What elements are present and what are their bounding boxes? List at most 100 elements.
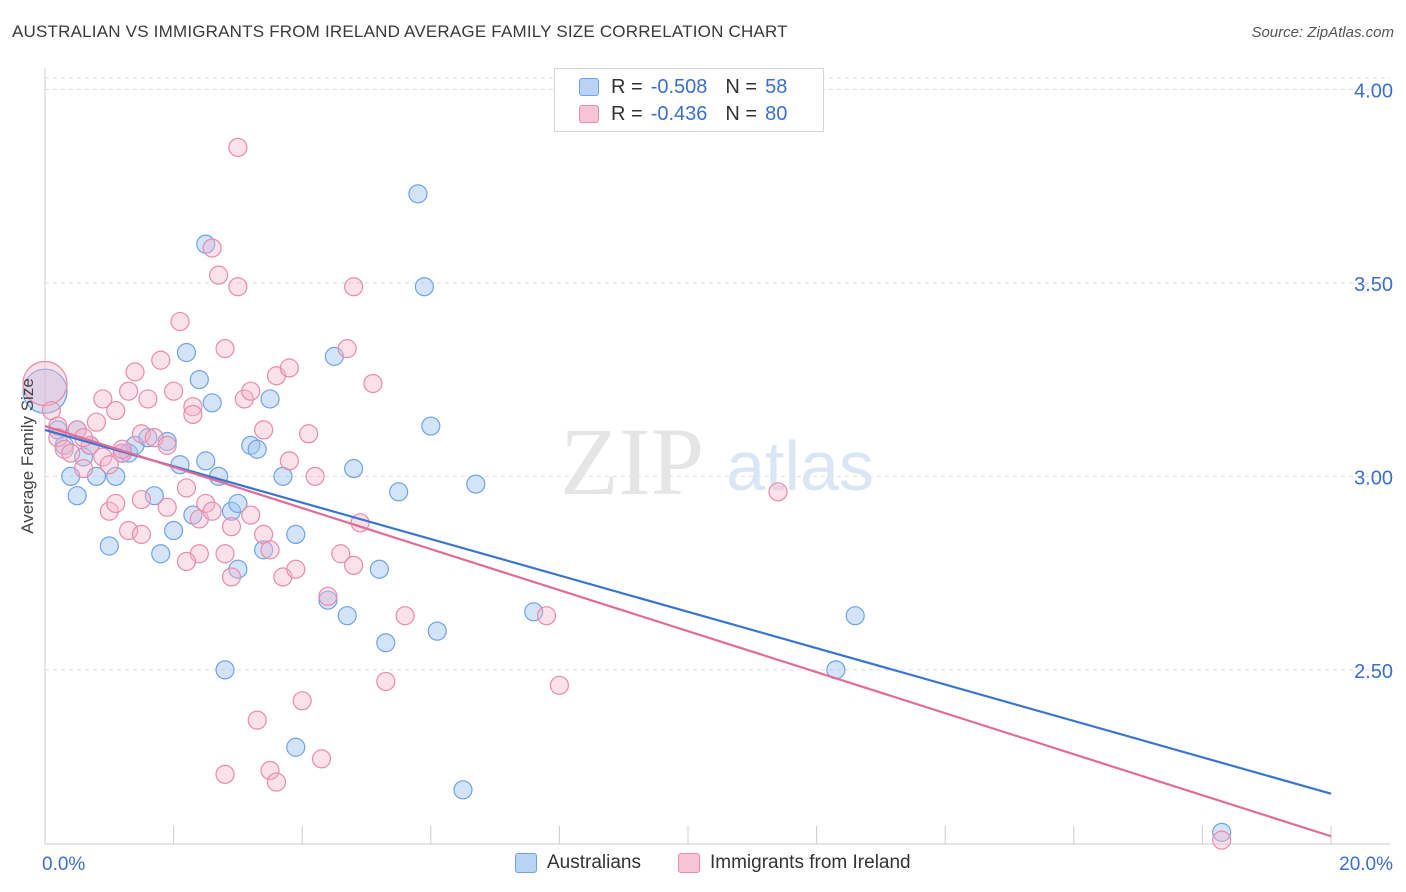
bottom-legend-label-ireland: Immigrants from Ireland xyxy=(710,852,911,873)
point-australians xyxy=(286,524,306,545)
point-ireland xyxy=(286,559,306,579)
point-ireland xyxy=(164,381,184,401)
point-australians xyxy=(73,447,94,467)
point-ireland xyxy=(131,489,152,510)
point-ireland xyxy=(125,362,145,382)
point-ireland xyxy=(73,459,94,479)
legend-n-label: N = xyxy=(725,75,758,98)
point-ireland xyxy=(344,277,364,297)
axes xyxy=(44,68,1390,845)
point-ireland xyxy=(1212,830,1232,850)
x-tick-label-max: 20.0% xyxy=(1339,854,1393,875)
point-ireland xyxy=(260,760,280,781)
point-australians xyxy=(228,493,248,514)
point-ireland xyxy=(254,420,274,440)
point-ireland xyxy=(331,544,351,564)
legend-r-value: -0.436 xyxy=(650,102,708,125)
point-ireland xyxy=(157,497,177,517)
point-australians xyxy=(215,660,235,680)
point-ireland xyxy=(183,397,203,417)
point-australians xyxy=(389,482,409,502)
point-australians xyxy=(221,501,242,521)
point-ireland xyxy=(318,586,338,606)
point-ireland xyxy=(292,691,312,711)
point-australians xyxy=(228,559,248,579)
point-ireland xyxy=(299,424,319,444)
point-ireland xyxy=(215,544,235,564)
point-ireland xyxy=(247,710,267,730)
point-ireland xyxy=(395,606,415,626)
point-australians xyxy=(845,606,865,626)
point-ireland xyxy=(99,455,119,475)
point-australians xyxy=(176,342,197,363)
bottom-legend-swatch-australians xyxy=(515,853,537,873)
trend-line-ireland xyxy=(44,424,1332,838)
bottom-legend-label-australians: Australians xyxy=(547,852,641,873)
point-ireland xyxy=(196,493,216,514)
point-australians xyxy=(254,540,274,560)
point-ireland xyxy=(157,435,177,455)
point-ireland xyxy=(311,749,332,769)
point-ireland xyxy=(131,424,152,444)
point-australians xyxy=(106,466,126,486)
point-ireland xyxy=(22,360,68,407)
legend-r-label: R = xyxy=(611,75,643,98)
bottom-legend-australians: Australians xyxy=(515,852,641,874)
point-australians xyxy=(164,520,184,541)
point-ireland xyxy=(215,764,235,784)
point-ireland xyxy=(86,412,107,432)
point-ireland xyxy=(536,606,557,626)
point-australians xyxy=(151,544,171,564)
legend-swatch-ireland xyxy=(579,105,599,123)
point-australians xyxy=(453,780,473,800)
bottom-legend-swatch-ireland xyxy=(678,853,700,873)
point-ireland xyxy=(279,451,299,471)
point-australians xyxy=(337,606,357,626)
point-australians xyxy=(524,602,544,622)
point-ireland xyxy=(176,551,197,572)
point-ireland xyxy=(61,443,81,463)
point-australians xyxy=(260,389,280,409)
point-australians xyxy=(421,416,441,436)
point-australians xyxy=(99,536,119,556)
point-australians xyxy=(67,486,87,506)
chart-source: Source: ZipAtlas.com xyxy=(1251,24,1394,41)
point-australians xyxy=(286,737,306,757)
point-australians xyxy=(247,439,267,459)
point-ireland xyxy=(106,493,126,514)
point-ireland xyxy=(337,339,357,359)
point-ireland xyxy=(93,447,113,467)
point-australians xyxy=(414,277,434,297)
point-ireland xyxy=(241,505,261,525)
y-tick-label: 3.50 xyxy=(1354,274,1393,296)
point-australians xyxy=(376,633,396,653)
point-australians xyxy=(144,486,164,506)
point-australians xyxy=(344,459,364,479)
point-australians xyxy=(202,393,222,413)
point-ireland xyxy=(131,524,152,545)
point-ireland xyxy=(768,482,788,502)
watermark-zip: ZIP xyxy=(560,408,704,515)
legend-r-value: -0.508 xyxy=(650,75,708,98)
legend-n-label: N = xyxy=(725,102,758,125)
point-ireland xyxy=(215,339,235,359)
point-ireland xyxy=(221,567,242,587)
point-ireland xyxy=(99,501,119,521)
point-ireland xyxy=(202,501,222,521)
y-axis-label: Average Family Size xyxy=(18,378,37,534)
point-ireland xyxy=(118,520,139,541)
point-australians xyxy=(1212,822,1232,842)
trend-line-australians xyxy=(44,428,1332,795)
point-ireland xyxy=(363,373,383,394)
x-tick-label-min: 0.0% xyxy=(42,854,85,875)
point-australians xyxy=(427,621,447,641)
point-ireland xyxy=(170,311,190,332)
legend-swatch-australians xyxy=(579,78,599,96)
point-ireland xyxy=(241,381,261,401)
legend-r-label: R = xyxy=(611,102,643,125)
y-tick-label: 2.50 xyxy=(1354,661,1393,683)
correlation-legend: R = -0.508 N = 58 R = -0.436 N = 80 xyxy=(554,68,824,132)
point-ireland xyxy=(549,675,570,695)
point-ireland xyxy=(305,466,325,486)
point-ireland xyxy=(106,400,126,421)
